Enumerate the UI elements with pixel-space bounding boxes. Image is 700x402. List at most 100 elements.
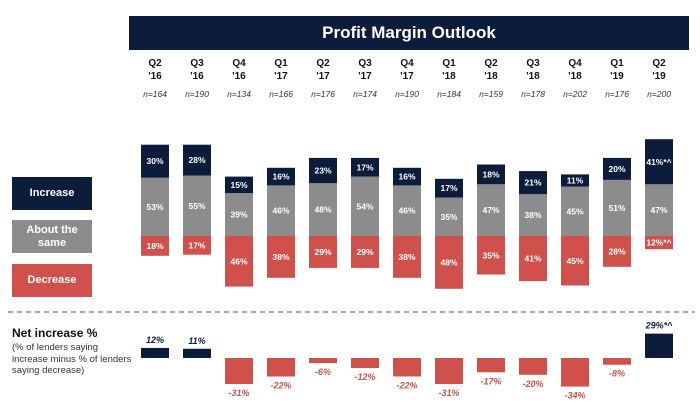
increase-bar bbox=[645, 139, 673, 185]
legend-about-the-same: About the same bbox=[12, 220, 92, 253]
decrease-bar bbox=[519, 236, 547, 282]
same-bar bbox=[393, 185, 421, 236]
net-decrease-bar bbox=[561, 358, 589, 387]
increase-bar bbox=[183, 144, 211, 176]
decrease-value-label: 17% bbox=[188, 240, 205, 250]
year-label: '17 bbox=[400, 71, 414, 82]
year-label: '17 bbox=[316, 71, 330, 82]
net-increase-label: 12% bbox=[146, 335, 164, 345]
increase-value-label: 11% bbox=[567, 175, 584, 185]
increase-value-label: 17% bbox=[440, 183, 457, 193]
increase-bar bbox=[435, 178, 463, 198]
legend-decrease: Decrease bbox=[12, 264, 92, 297]
same-value-label: 54% bbox=[356, 201, 373, 211]
net-increase-description: (% of lenders saying increase minus % of… bbox=[12, 342, 132, 376]
same-bar bbox=[267, 185, 295, 236]
same-value-label: 55% bbox=[188, 201, 205, 211]
increase-bar bbox=[603, 157, 631, 180]
sample-size-label: n=174 bbox=[353, 89, 377, 99]
decrease-bar bbox=[141, 236, 169, 256]
decrease-bar bbox=[183, 236, 211, 255]
net-decrease-label: -22% bbox=[270, 380, 291, 390]
same-bar bbox=[645, 184, 673, 236]
net-increase-title: Net increase % bbox=[12, 326, 98, 340]
decrease-value-label: 38% bbox=[398, 252, 415, 262]
net-decrease-bar bbox=[603, 358, 631, 365]
net-decrease-bar bbox=[477, 358, 505, 373]
net-increase-label: 11% bbox=[188, 336, 205, 346]
sample-size-label: n=166 bbox=[269, 89, 293, 99]
net-increase-bar bbox=[141, 347, 169, 358]
sample-size-label: n=190 bbox=[185, 89, 209, 99]
net-decrease-label: -8% bbox=[609, 369, 625, 379]
quarter-label: Q1 bbox=[442, 58, 456, 69]
increase-bar bbox=[393, 167, 421, 186]
year-label: '18 bbox=[568, 71, 582, 82]
decrease-value-label: 46% bbox=[230, 256, 247, 266]
quarter-label: Q2 bbox=[316, 58, 330, 69]
same-bar bbox=[519, 194, 547, 236]
quarter-label: Q4 bbox=[568, 58, 582, 69]
quarter-label: Q1 bbox=[610, 58, 624, 69]
net-decrease-label: -31% bbox=[228, 388, 249, 398]
decrease-value-label: 45% bbox=[566, 256, 583, 266]
same-value-label: 39% bbox=[230, 210, 247, 220]
same-value-label: 51% bbox=[608, 203, 625, 213]
year-label: '19 bbox=[652, 71, 666, 82]
year-label: '18 bbox=[526, 71, 540, 82]
increase-value-label: 21% bbox=[524, 178, 541, 188]
sample-size-label: n=178 bbox=[521, 89, 545, 99]
same-bar bbox=[225, 193, 253, 236]
increase-bar bbox=[225, 176, 253, 194]
year-label: '16 bbox=[232, 71, 246, 82]
sample-size-label: n=200 bbox=[647, 89, 671, 99]
net-decrease-label: -34% bbox=[564, 391, 585, 401]
net-decrease-label: -6% bbox=[315, 367, 331, 377]
quarter-label: Q2 bbox=[148, 58, 162, 69]
quarter-label: Q3 bbox=[358, 58, 372, 69]
decrease-bar bbox=[225, 236, 253, 287]
decrease-bar bbox=[603, 236, 631, 267]
net-decrease-label: -31% bbox=[438, 388, 459, 398]
decrease-value-label: 41% bbox=[524, 254, 541, 264]
same-value-label: 46% bbox=[398, 206, 415, 216]
year-label: '17 bbox=[358, 71, 372, 82]
decrease-value-label: 29% bbox=[356, 247, 373, 257]
quarter-label: Q2 bbox=[484, 58, 498, 69]
same-bar bbox=[435, 197, 463, 236]
quarter-label: Q1 bbox=[274, 58, 288, 69]
decrease-bar bbox=[309, 236, 337, 268]
quarter-label: Q4 bbox=[400, 58, 414, 69]
net-decrease-bar bbox=[393, 358, 421, 377]
decrease-value-label: 18% bbox=[146, 241, 163, 251]
same-bar bbox=[603, 179, 631, 236]
decrease-value-label: 35% bbox=[482, 250, 499, 260]
net-decrease-bar bbox=[225, 358, 253, 385]
year-label: '18 bbox=[442, 71, 456, 82]
sample-size-label: n=134 bbox=[227, 89, 251, 99]
decrease-bar bbox=[267, 236, 295, 278]
same-value-label: 46% bbox=[272, 206, 289, 216]
net-decrease-bar bbox=[435, 358, 463, 385]
net-decrease-bar bbox=[309, 358, 337, 364]
same-value-label: 48% bbox=[314, 205, 331, 215]
same-value-label: 38% bbox=[524, 210, 541, 220]
increase-bar bbox=[267, 167, 295, 186]
legend-increase: Increase bbox=[12, 177, 92, 210]
same-bar bbox=[141, 177, 169, 236]
quarter-label: Q4 bbox=[232, 58, 246, 69]
decrease-value-label: 48% bbox=[440, 257, 457, 267]
net-decrease-label: -17% bbox=[480, 376, 501, 386]
net-increase-bar bbox=[645, 333, 673, 358]
increase-value-label: 16% bbox=[272, 172, 289, 182]
quarter-label: Q3 bbox=[190, 58, 204, 69]
decrease-bar bbox=[477, 236, 505, 275]
decrease-bar bbox=[351, 236, 379, 268]
year-label: '18 bbox=[484, 71, 498, 82]
year-label: '16 bbox=[148, 71, 162, 82]
increase-bar bbox=[519, 171, 547, 195]
sample-size-label: n=184 bbox=[437, 89, 461, 99]
sample-size-label: n=164 bbox=[143, 89, 167, 99]
same-value-label: 35% bbox=[440, 212, 457, 222]
